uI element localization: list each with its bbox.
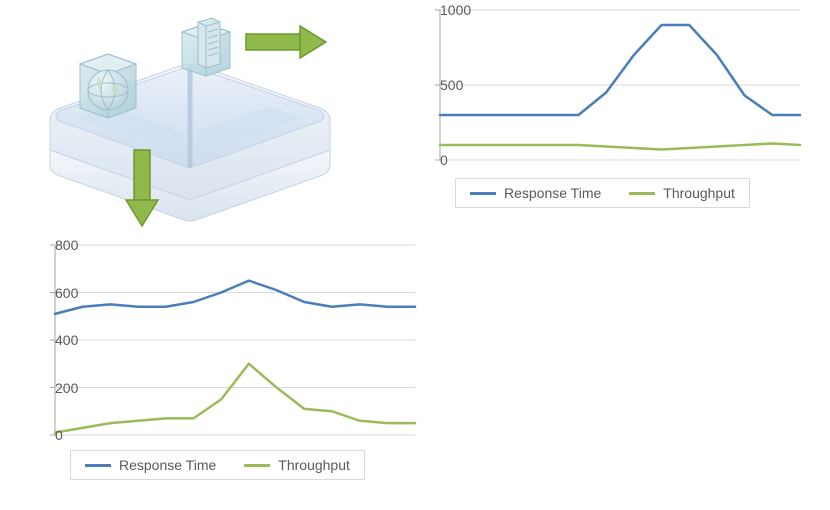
ytick-label: 600	[55, 285, 61, 301]
diagram-svg	[10, 0, 370, 240]
legend-item-response: Response Time	[470, 185, 601, 201]
legend-swatch-response	[470, 192, 496, 195]
chart-top-legend: Response Time Throughput	[455, 178, 750, 208]
legend-label-response: Response Time	[504, 185, 601, 201]
ytick-label: 200	[55, 380, 61, 396]
chart-bottom	[55, 245, 415, 435]
ytick-label: 0	[55, 427, 61, 443]
ytick-label: 800	[55, 237, 61, 253]
architecture-diagram	[10, 0, 370, 220]
legend-item-throughput: Throughput	[244, 457, 350, 473]
legend-swatch-throughput	[244, 464, 270, 467]
ytick-label: 500	[440, 77, 446, 93]
legend-item-response: Response Time	[85, 457, 216, 473]
ytick-label: 1000	[440, 2, 446, 18]
legend-swatch-throughput	[629, 192, 655, 195]
figure-root: { "palette": { "background": "#ffffff", …	[0, 0, 830, 510]
chart-top	[440, 10, 800, 160]
legend-label-response: Response Time	[119, 457, 216, 473]
legend-label-throughput: Throughput	[663, 185, 735, 201]
legend-swatch-response	[85, 464, 111, 467]
ytick-label: 400	[55, 332, 61, 348]
ytick-label: 0	[440, 152, 446, 168]
chart-top-svg	[440, 10, 800, 160]
arrow-right-icon	[246, 26, 326, 58]
legend-label-throughput: Throughput	[278, 457, 350, 473]
legend-item-throughput: Throughput	[629, 185, 735, 201]
chart-bottom-svg	[55, 245, 415, 435]
globe-node	[80, 54, 136, 118]
chart-bottom-legend: Response Time Throughput	[70, 450, 365, 480]
server-node	[182, 18, 230, 76]
